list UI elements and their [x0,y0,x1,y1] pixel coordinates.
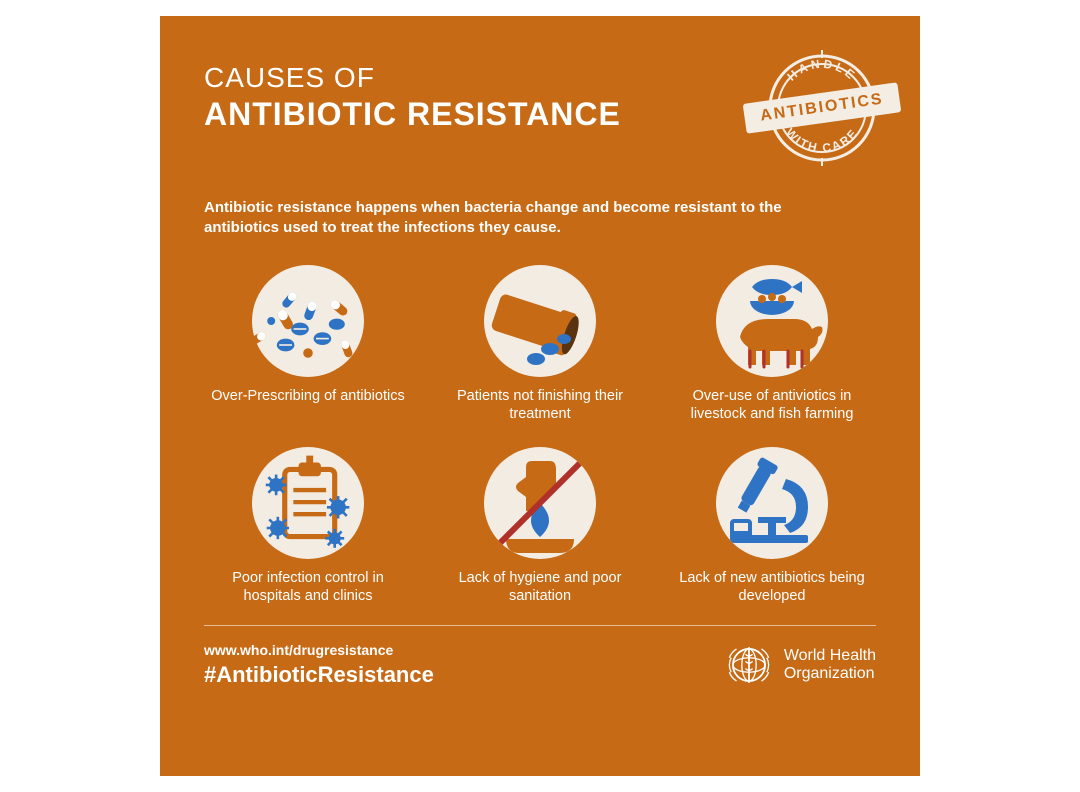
divider [204,625,876,626]
cause-livestock: Over-use of antiviotics in livestock and… [668,265,876,423]
cause-over-prescribing: Over-Prescribing of antibiotics [204,265,412,423]
cause-label: Over-use of antiviotics in livestock and… [672,387,872,423]
footer-left: www.who.int/drugresistance #AntibioticRe… [204,642,434,688]
intro-text: Antibiotic resistance happens when bacte… [204,198,804,239]
handwash-crossed-icon [484,447,596,559]
clipboard-germs-icon [252,447,364,559]
title-block: CAUSES OF ANTIBIOTIC RESISTANCE [204,52,621,133]
title-main: ANTIBIOTIC RESISTANCE [204,96,621,133]
cause-not-finishing: Patients not finishing their treatment [436,265,644,423]
causes-grid: Over-Prescribing of antibiotics Patients… [204,265,876,606]
title-top: CAUSES OF [204,62,621,94]
footer-url: www.who.int/drugresistance [204,642,434,658]
cause-label: Patients not finishing their treatment [440,387,640,423]
cause-label: Lack of new antibiotics being developed [672,569,872,605]
who-logo-block: World Health Organization [724,640,876,690]
who-emblem-icon [724,640,774,690]
cause-label: Lack of hygiene and poor sanitation [440,569,640,605]
cause-label: Poor infection control in hospitals and … [208,569,408,605]
who-line1: World Health [784,647,876,665]
who-text: World Health Organization [784,647,876,682]
infographic-card: CAUSES OF ANTIBIOTIC RESISTANCE HANDL [160,16,920,776]
pill-bottle-spill-icon [484,265,596,377]
pills-scatter-icon [252,265,364,377]
cause-hygiene: Lack of hygiene and poor sanitation [436,447,644,605]
who-line2: Organization [784,665,876,683]
microscope-icon [716,447,828,559]
cause-no-new: Lack of new antibiotics being developed [668,447,876,605]
svg-text:HANDLE: HANDLE [784,57,859,84]
cause-infection-control: Poor infection control in hospitals and … [204,447,412,605]
footer-hashtag: #AntibioticResistance [204,662,434,688]
handle-with-care-stamp: HANDLE WITH CARE ANTIBIOTICS [758,44,886,172]
header: CAUSES OF ANTIBIOTIC RESISTANCE HANDL [204,52,876,172]
cause-label: Over-Prescribing of antibiotics [211,387,404,405]
livestock-fish-icon [716,265,828,377]
footer: www.who.int/drugresistance #AntibioticRe… [204,640,876,690]
